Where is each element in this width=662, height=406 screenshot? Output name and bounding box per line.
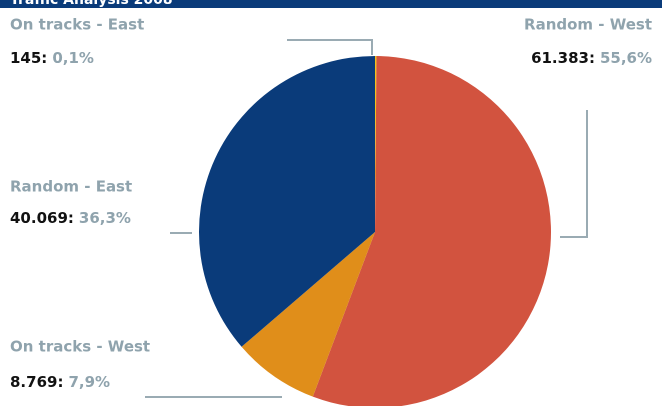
slice-label: 61.383: 55,6% [531, 49, 652, 67]
pie-slice [375, 56, 377, 232]
leader-line [287, 39, 373, 55]
pie-slice [312, 56, 551, 406]
value-label: 145: [10, 49, 47, 67]
slice-label: 145: 0,1% [10, 49, 94, 67]
percent-label: 36,3% [79, 209, 131, 227]
percent-label: 7,9% [68, 373, 110, 391]
chart-title: Traffic Analysis 2008 [10, 0, 173, 8]
title-bar [0, 0, 662, 8]
pie-slice [198, 56, 375, 347]
value-label: 61.383: [531, 49, 595, 67]
slice-name: On tracks - West [10, 338, 150, 356]
slice-label: 8.769: 7,9% [10, 373, 110, 391]
slice-name: On tracks - East [10, 16, 144, 34]
slice-label: 40.069: 36,3% [10, 209, 131, 227]
slice-name: Random - East [10, 178, 132, 196]
value-label: 8.769: [10, 373, 63, 391]
leader-line [560, 110, 588, 238]
percent-label: 0,1% [52, 49, 94, 67]
pie-slice [241, 232, 375, 397]
percent-label: 55,6% [600, 49, 652, 67]
value-label: 40.069: [10, 209, 74, 227]
slice-name: Random - West [524, 16, 652, 34]
